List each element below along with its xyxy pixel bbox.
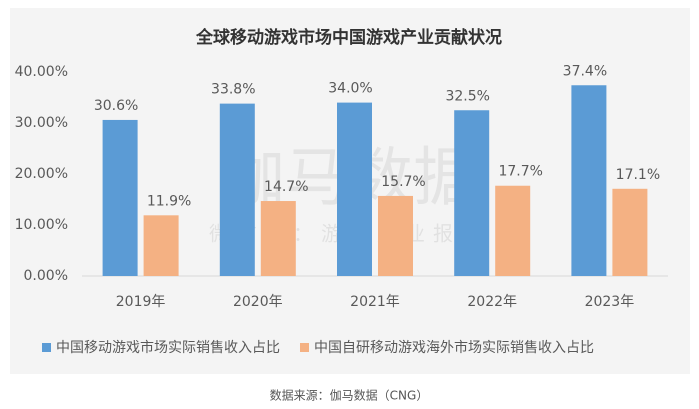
bar bbox=[337, 102, 372, 276]
value-label: 17.1% bbox=[616, 167, 660, 183]
value-label: 14.7% bbox=[264, 179, 308, 195]
y-tick-label: 10.00% bbox=[15, 217, 68, 233]
value-label: 34.0% bbox=[328, 81, 372, 97]
y-tick-label: 20.00% bbox=[15, 166, 68, 182]
legend-swatch bbox=[42, 343, 51, 352]
value-label: 11.9% bbox=[147, 193, 191, 209]
legend-label: 中国移动游戏市场实际销售收入占比 bbox=[56, 339, 280, 356]
bar bbox=[102, 119, 138, 276]
value-label: 32.5% bbox=[445, 88, 489, 104]
x-tick-label: 2021年 bbox=[350, 294, 400, 310]
y-tick-label: 30.00% bbox=[15, 115, 68, 131]
bar bbox=[219, 103, 255, 277]
x-tick-label: 2023年 bbox=[585, 294, 635, 310]
bar bbox=[612, 188, 648, 276]
legend-label: 中国自研移动游戏海外市场实际销售收入占比 bbox=[314, 339, 594, 356]
legend-swatch bbox=[300, 343, 309, 352]
x-tick-label: 2019年 bbox=[116, 294, 166, 310]
x-tick-label: 2022年 bbox=[467, 294, 517, 310]
x-tick-label: 2020年 bbox=[233, 294, 283, 310]
value-label: 30.6% bbox=[94, 98, 138, 114]
value-label: 15.7% bbox=[381, 174, 425, 190]
bar bbox=[495, 185, 531, 276]
bar bbox=[454, 110, 490, 276]
value-label: 17.7% bbox=[498, 164, 542, 180]
bar bbox=[143, 215, 179, 276]
y-tick-label: 40.00% bbox=[15, 64, 68, 80]
bar bbox=[260, 201, 296, 276]
bar bbox=[571, 85, 607, 276]
bar bbox=[378, 195, 413, 276]
chart-title: 全球移动游戏市场中国游戏产业贡献状况 bbox=[195, 27, 502, 48]
y-tick-label: 0.00% bbox=[24, 268, 68, 284]
value-label: 33.8% bbox=[211, 82, 255, 98]
value-label: 37.4% bbox=[563, 63, 607, 79]
source: 数据来源：伽马数据（CNG） bbox=[270, 388, 429, 403]
